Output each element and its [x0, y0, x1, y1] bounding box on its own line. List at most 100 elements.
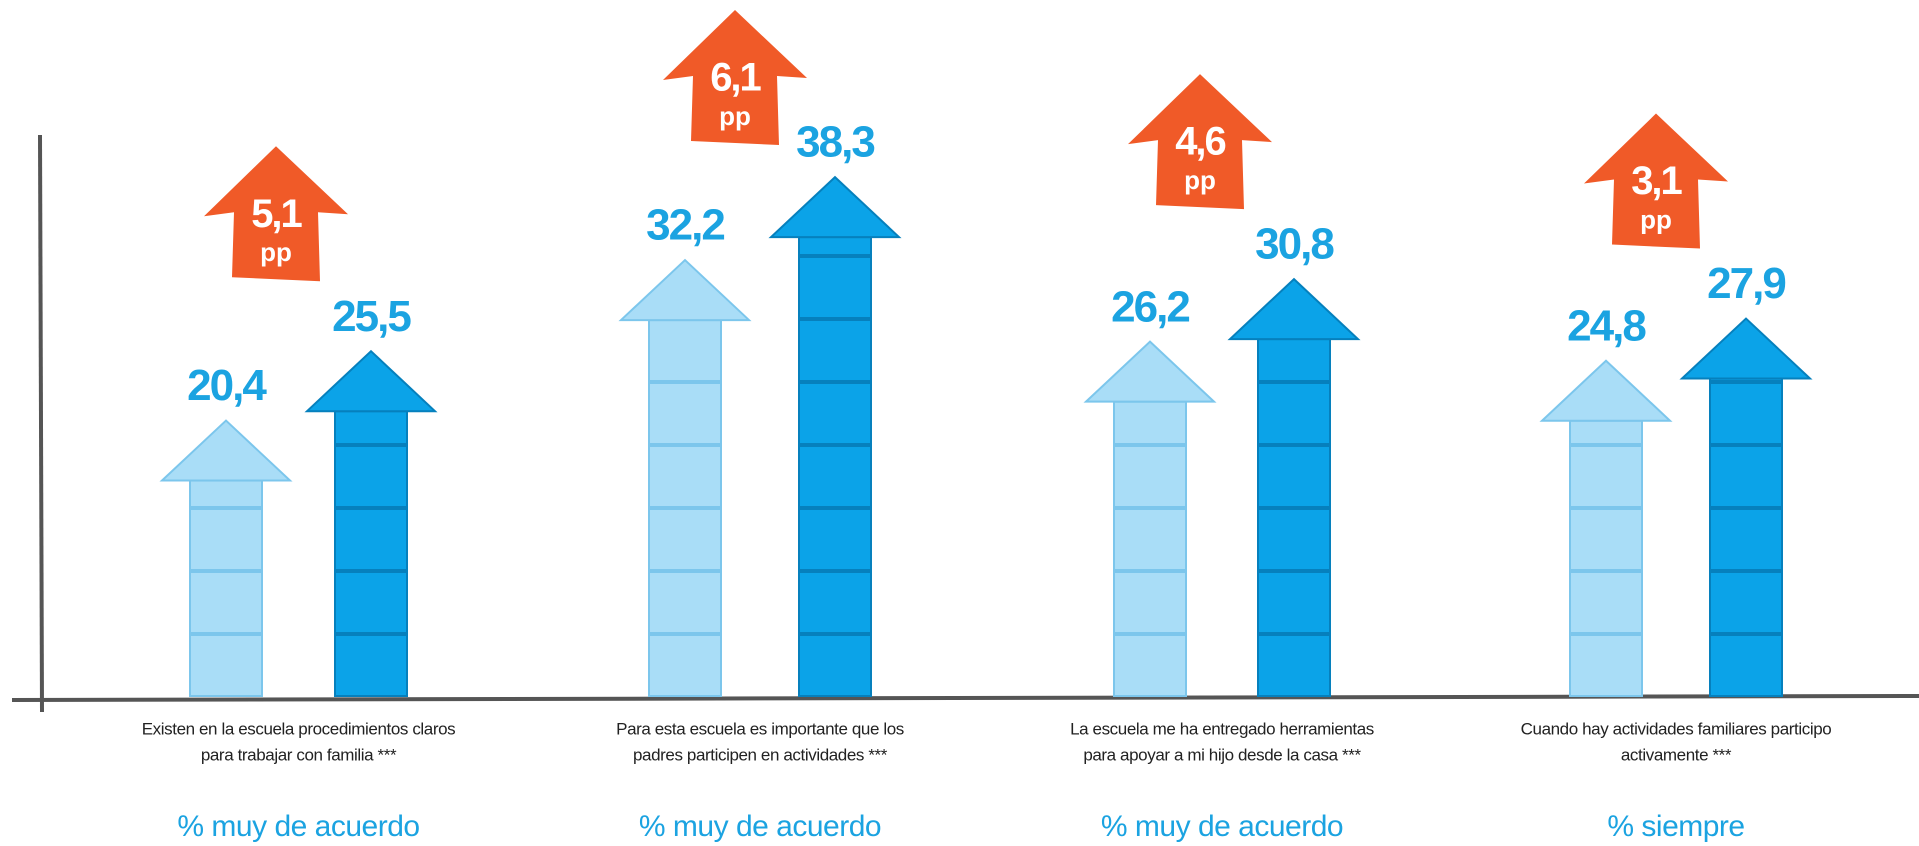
block: [648, 319, 722, 382]
tower: [159, 419, 293, 697]
block: [798, 236, 872, 256]
block: [189, 571, 263, 634]
change-unit: pp: [1184, 165, 1216, 195]
roof: [768, 175, 902, 239]
block: [1257, 508, 1331, 571]
tower: [618, 258, 752, 697]
block: [1709, 571, 1783, 634]
change-arrow: [1128, 74, 1272, 210]
roof: [1679, 317, 1813, 380]
block: [1569, 419, 1643, 446]
arrow-shape: [1128, 74, 1272, 210]
block: [648, 382, 722, 445]
change-label: 3,1: [1631, 159, 1682, 203]
block: [1569, 445, 1643, 508]
roof-side: [835, 177, 899, 238]
measure-label: % muy de acuerdo: [1101, 810, 1343, 843]
block: [334, 410, 408, 446]
roof-side: [226, 420, 290, 481]
roof: [159, 419, 293, 482]
measure-label: % muy de acuerdo: [177, 810, 419, 843]
measure-label: % muy de acuerdo: [639, 810, 881, 843]
block: [334, 571, 408, 634]
roof-side: [1746, 318, 1810, 379]
block: [1257, 338, 1331, 382]
block: [798, 319, 872, 382]
block: [334, 445, 408, 508]
block: [1257, 445, 1331, 508]
roof: [1539, 359, 1673, 422]
block: [1113, 508, 1187, 571]
category-label: para trabajar con familia ***: [201, 745, 397, 764]
value-label: 25,5: [332, 292, 411, 341]
block: [1113, 634, 1187, 697]
roof: [304, 349, 438, 413]
change-label: 5,1: [251, 192, 302, 236]
block: [1709, 508, 1783, 571]
block: [798, 571, 872, 634]
block: [1257, 382, 1331, 445]
block: [798, 508, 872, 571]
block: [648, 508, 722, 571]
arrow-shape: [204, 146, 348, 282]
value-label: 38,3: [796, 118, 874, 167]
roof-side: [371, 351, 435, 412]
roof: [618, 258, 752, 322]
block: [648, 634, 722, 697]
roof: [1227, 277, 1361, 341]
change-unit: pp: [260, 237, 292, 267]
roof-side: [1294, 279, 1358, 340]
block: [1113, 445, 1187, 508]
tower: [1679, 317, 1813, 697]
category-label: activamente ***: [1621, 745, 1732, 764]
roof-side: [1150, 341, 1214, 402]
category-label: para apoyar a mi hijo desde la casa ***: [1083, 745, 1361, 764]
change-arrow: [1584, 113, 1728, 249]
block: [1113, 400, 1187, 445]
value-label: 24,8: [1567, 301, 1646, 350]
roof: [1083, 340, 1217, 403]
value-label: 30,8: [1255, 220, 1334, 269]
block: [189, 479, 263, 508]
tower: [1539, 359, 1673, 697]
change-arrow: [204, 146, 348, 282]
value-label: 20,4: [187, 361, 267, 410]
block: [798, 634, 872, 697]
block: [1569, 508, 1643, 571]
arrow-shape: [663, 10, 807, 145]
block: [189, 508, 263, 571]
roof-side: [1606, 360, 1670, 421]
block: [798, 382, 872, 445]
block: [1569, 634, 1643, 697]
value-label: 26,2: [1111, 282, 1189, 331]
category-label: Cuando hay actividades familiares partic…: [1521, 719, 1832, 738]
tower: [768, 175, 902, 697]
change-label: 4,6: [1175, 120, 1225, 164]
tower: [1083, 340, 1217, 697]
block: [1257, 634, 1331, 697]
tower: [1227, 277, 1361, 697]
y-axis: [38, 134, 44, 713]
block: [648, 571, 722, 634]
block: [1709, 445, 1783, 508]
block: [1709, 634, 1783, 697]
change-unit: pp: [1640, 204, 1672, 234]
roof-side: [685, 260, 749, 321]
tower: [304, 349, 438, 697]
category-label: Para esta escuela es importante que los: [616, 719, 904, 738]
change-arrow: [663, 10, 807, 145]
block: [798, 445, 872, 508]
block: [1257, 571, 1331, 634]
category-label: La escuela me ha entregado herramientas: [1070, 719, 1374, 738]
block: [1569, 571, 1643, 634]
block: [334, 508, 408, 571]
block: [798, 256, 872, 319]
block: [1709, 382, 1783, 445]
arrow-shape: [1584, 113, 1728, 249]
category-label: Existen en la escuela procedimientos cla…: [142, 719, 456, 738]
change-label: 6,1: [710, 56, 761, 100]
block: [189, 634, 263, 697]
block: [1113, 571, 1187, 634]
value-label: 27,9: [1707, 259, 1785, 308]
